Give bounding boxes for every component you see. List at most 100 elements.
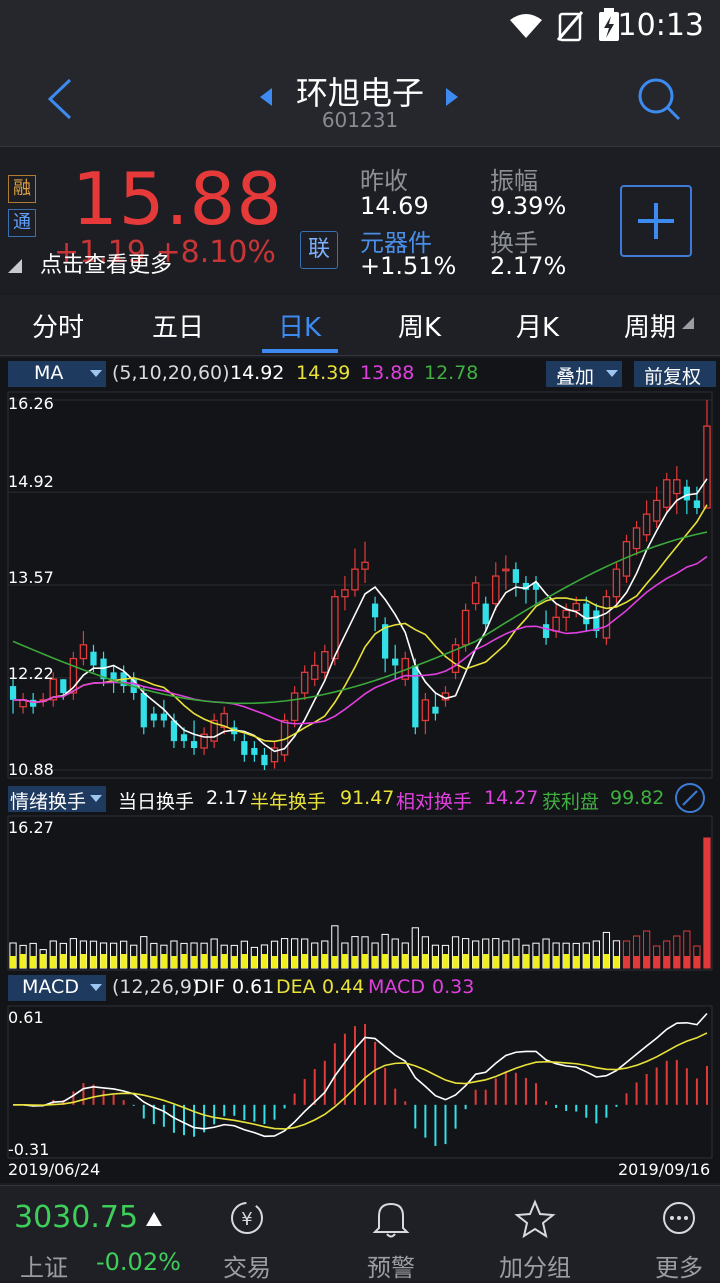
main-grid xyxy=(8,399,712,771)
candle-body xyxy=(9,686,17,700)
candle-body xyxy=(49,678,58,701)
star-icon xyxy=(514,1199,556,1239)
turnover-bar-fill xyxy=(311,956,318,968)
tab-five-day[interactable]: 五日 xyxy=(152,313,205,343)
nav-trade[interactable]: ¥ 交易 xyxy=(212,1196,282,1282)
stock-code: 601231 xyxy=(321,108,399,132)
turnover-bar-fill xyxy=(50,956,57,968)
turnover-bar-fill xyxy=(351,956,359,968)
more-icon xyxy=(663,1202,695,1234)
turnover-bar-fill xyxy=(90,956,97,968)
sector-label[interactable]: 元器件 xyxy=(360,229,432,257)
candle-body xyxy=(290,692,299,722)
candle-body xyxy=(451,644,460,673)
active-tab-indicator xyxy=(262,349,338,353)
prev-stock-icon[interactable] xyxy=(258,86,274,108)
adjust-button[interactable]: 前复权 xyxy=(644,366,702,388)
turnover-label: 换手 xyxy=(490,229,538,257)
tab-intraday[interactable]: 分时 xyxy=(32,313,85,343)
candle-body xyxy=(562,609,570,618)
ma5-line xyxy=(13,478,708,753)
connect-tag: 通 xyxy=(8,209,36,237)
turnover-bar-fill xyxy=(573,956,580,968)
price-change: +1.19 +8.10% xyxy=(54,235,276,270)
corner-triangle-icon xyxy=(8,259,22,273)
nav-add-group[interactable]: 加分组 xyxy=(492,1196,578,1282)
turnover-bar-fill xyxy=(442,954,449,968)
turnover-bar-fill xyxy=(382,954,389,968)
profit-ratio-label: 获利盘 xyxy=(542,791,600,813)
candle-body xyxy=(270,747,279,763)
turnover-bar-fill xyxy=(100,954,107,968)
kline-chart-area[interactable]: MA (5,10,20,60) 14.92 14.39 13.88 12.78 … xyxy=(0,358,720,1183)
next-stock-icon[interactable] xyxy=(444,86,460,108)
index-value[interactable]: 3030.75 xyxy=(14,1200,139,1235)
turnover-bar-fill xyxy=(542,954,550,968)
turnover-value: 2.17% xyxy=(490,252,567,280)
candle-body xyxy=(110,672,117,680)
turnover-bar-fill xyxy=(623,956,630,968)
axis-label-4: 12.22 xyxy=(8,664,54,683)
turnover-bar-fill xyxy=(9,956,17,968)
quote-panel[interactable]: 融 通 15.88 +1.19 +8.10% 点击查看更多 联 昨收 14.69… xyxy=(0,147,720,292)
nav-add-group-label: 加分组 xyxy=(499,1254,571,1282)
candle-body xyxy=(60,679,67,693)
nav-more[interactable]: 更多 xyxy=(644,1196,714,1282)
overlay-dropdown-icon xyxy=(606,370,618,377)
candle-body xyxy=(662,479,671,508)
ma10-value: 14.39 xyxy=(296,362,351,384)
stock-name: 环旭电子 xyxy=(295,74,424,112)
tab-daily-k[interactable]: 日K xyxy=(278,313,322,343)
turnover-selector[interactable]: 情绪换手 xyxy=(10,791,87,813)
kline-chart xyxy=(7,361,716,1159)
view-more-hint[interactable]: 点击查看更多 xyxy=(40,253,173,278)
candle-body xyxy=(79,644,88,660)
profit-ratio-value: 99.82 xyxy=(610,787,665,809)
overlay-button[interactable]: 叠加 xyxy=(556,366,595,388)
turnover-bar-fill xyxy=(120,954,127,968)
relative-turnover-label: 相对换手 xyxy=(396,791,473,813)
linked-button[interactable]: 联 xyxy=(300,231,338,269)
ma-lines-layer xyxy=(12,478,708,753)
nav-more-label: 更多 xyxy=(655,1254,703,1282)
bottom-nav: 3030.75 上证 -0.02% ¥ 交易 预警 加分组 更多 xyxy=(0,1185,720,1282)
turnover-bar-fill xyxy=(472,956,479,968)
candle-body xyxy=(190,741,198,748)
tab-period[interactable]: 周期 xyxy=(624,313,677,343)
tab-weekly-k[interactable]: 周K xyxy=(398,313,442,343)
candle-body xyxy=(371,603,379,618)
candle-body xyxy=(432,706,439,714)
current-price: 15.88 xyxy=(72,157,284,241)
turnover-bar-fill xyxy=(170,956,178,968)
start-date: 2019/06/24 xyxy=(8,1160,101,1179)
candle-body xyxy=(593,610,600,632)
ma-params: (5,10,20,60) xyxy=(112,362,230,384)
tab-monthly-k[interactable]: 月K xyxy=(516,313,560,343)
turnover-top-label: 16.27 xyxy=(8,818,54,837)
dea-value: 0.44 xyxy=(322,976,365,998)
index-up-icon xyxy=(146,1212,162,1226)
index-change: -0.02% xyxy=(96,1248,181,1276)
candle-body xyxy=(642,513,651,536)
candle-body xyxy=(160,713,168,721)
turnover-bar-fill xyxy=(371,956,379,968)
macd-frame xyxy=(7,1005,713,1159)
turnover-bar-fill xyxy=(291,956,298,968)
turnover-bar-fill xyxy=(683,956,690,968)
search-icon[interactable] xyxy=(636,76,682,122)
turnover-bar-fill xyxy=(422,954,429,968)
amplitude-label: 振幅 xyxy=(490,167,538,195)
turnover-bar-fill xyxy=(492,956,499,968)
macd-selector[interactable]: MACD xyxy=(22,976,79,998)
turnover-bar-fill xyxy=(221,954,228,968)
candle-body xyxy=(693,500,701,508)
axis-label-bottom: 10.88 xyxy=(8,760,54,779)
ma-selector[interactable]: MA xyxy=(34,362,64,384)
turnover-bar-fill xyxy=(482,954,489,968)
nav-alert[interactable]: 预警 xyxy=(356,1196,426,1282)
turnover-bar-fill xyxy=(241,954,248,968)
expand-icon[interactable] xyxy=(675,783,705,813)
back-arrow-icon[interactable] xyxy=(44,76,76,122)
turnover-bar-fill xyxy=(301,954,308,968)
add-watchlist-button[interactable] xyxy=(620,185,692,257)
